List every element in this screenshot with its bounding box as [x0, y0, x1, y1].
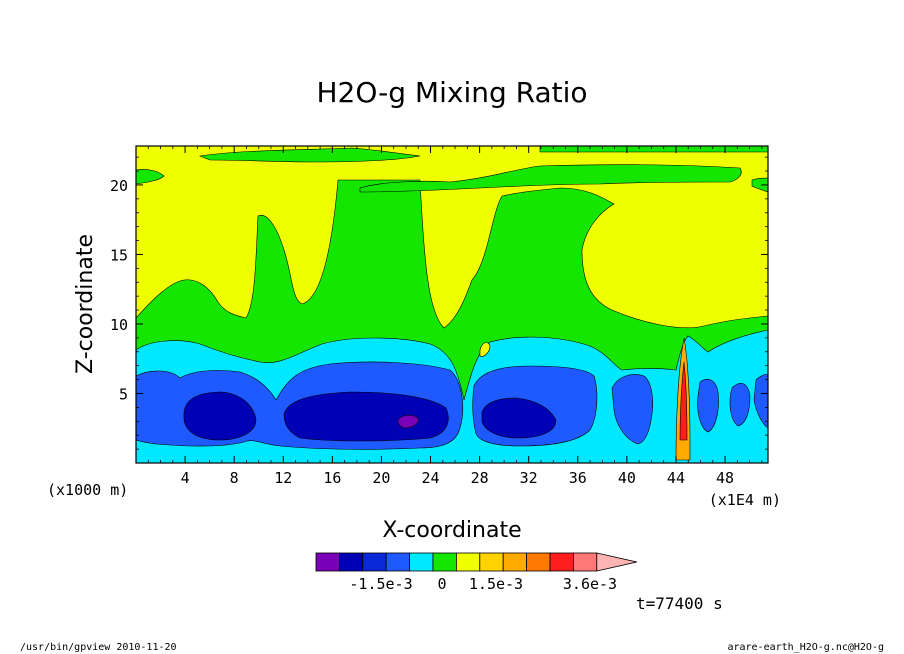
region-green-top	[539, 146, 768, 153]
region-green-top	[198, 147, 421, 163]
x-tick-label: 28	[471, 469, 489, 487]
y-tick-label: 5	[119, 385, 128, 403]
time-label: t=77400 s	[636, 594, 723, 613]
colorbar-label: 0	[437, 575, 446, 593]
region-storm-core	[679, 361, 688, 441]
plot-frame	[135, 145, 769, 464]
region-blue	[611, 374, 654, 445]
x-axis: 4 8 12 16 20 24 28 32 36 40 44 48	[147, 146, 763, 487]
region-green-top	[136, 169, 165, 185]
x-tick-label: 8	[230, 469, 239, 487]
region-navy	[481, 397, 557, 439]
colorbar-swatch	[526, 552, 551, 572]
region-purple	[397, 414, 419, 429]
colorbar-swatch	[315, 552, 340, 572]
colorbar-label: 3.6e-3	[563, 575, 617, 593]
y-axis-label: Z-coordinate	[73, 234, 98, 374]
x-unit-right: (x1E4 m)	[709, 491, 781, 509]
colorbar-label: 1.5e-3	[469, 575, 523, 593]
footer-right: arare-earth_H2O-g.nc@H2O-g	[727, 642, 884, 653]
colorbar-swatch	[502, 552, 528, 572]
colorbar-swatch	[338, 552, 364, 572]
y-tick-label: 15	[110, 246, 128, 264]
region-navy	[283, 391, 449, 442]
region-yellow	[479, 342, 491, 357]
colorbar-swatch	[385, 552, 411, 572]
colorbar-label: -1.5e-3	[349, 575, 412, 593]
colorbar-arrow	[596, 552, 637, 572]
x-axis-label: X-coordinate	[382, 518, 521, 543]
region-green-band	[359, 164, 742, 193]
x-tick-label: 24	[421, 469, 439, 487]
x-tick-label: 20	[372, 469, 390, 487]
region-blue	[729, 383, 751, 427]
colorbar: -1.5e-3 0 1.5e-3 3.6e-3	[315, 552, 637, 593]
plot-area	[136, 146, 768, 463]
colorbar-swatch	[432, 552, 457, 572]
x-tick-label: 36	[569, 469, 587, 487]
footer-left: /usr/bin/gpview 2010-11-20	[20, 642, 177, 653]
x-tick-label: 44	[667, 469, 685, 487]
colorbar-swatch	[409, 552, 434, 572]
region-blue	[753, 373, 768, 429]
region-blue	[697, 379, 719, 433]
chart-title: H2O-g Mixing Ratio	[316, 76, 587, 109]
colorbar-swatch	[479, 552, 504, 572]
region-navy	[183, 391, 257, 441]
x-tick-label: 4	[181, 469, 190, 487]
colorbar-swatch	[549, 552, 574, 572]
colorbar-swatch	[573, 552, 598, 572]
x-tick-label: 40	[618, 469, 636, 487]
colorbar-swatch	[362, 552, 387, 572]
y-tick-label: 20	[110, 177, 128, 195]
region-green-top	[751, 177, 768, 193]
x-tick-label: 32	[520, 469, 538, 487]
x-unit-left: (x1000 m)	[47, 481, 128, 499]
y-axis: 5 10 15 20	[110, 156, 768, 450]
x-tick-label: 48	[716, 469, 734, 487]
x-tick-label: 16	[323, 469, 341, 487]
colorbar-swatch	[455, 552, 481, 572]
x-tick-label: 12	[274, 469, 292, 487]
y-tick-label: 10	[110, 316, 128, 334]
